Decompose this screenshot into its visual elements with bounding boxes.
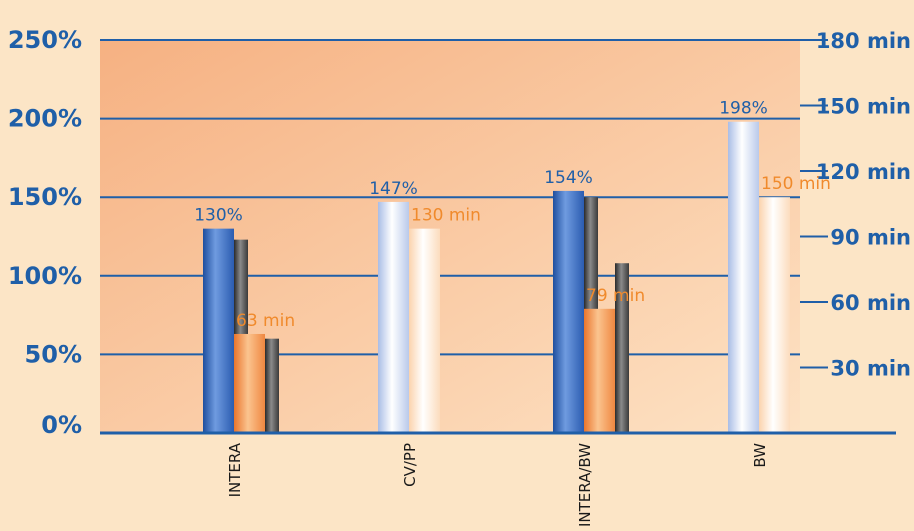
y-tick-label-right: 60 min — [830, 291, 911, 315]
y-tick-label-right: 180 min — [816, 29, 911, 53]
y-tick-label-right: 120 min — [816, 160, 911, 184]
x-tick-label: INTERA — [226, 442, 244, 497]
data-label-percent: 198% — [719, 99, 768, 119]
y-tick-label-left: 150% — [8, 183, 82, 211]
bar-intera-bw-s0 — [553, 190, 584, 433]
bar-intera-bw-s3 — [615, 263, 629, 433]
bar-cv-pp-s0 — [378, 201, 409, 433]
data-label-percent: 130% — [194, 206, 243, 226]
y-tick-label-left: 200% — [8, 105, 82, 133]
bar-intera-s3 — [265, 338, 279, 433]
bar-cv-pp-s2 — [409, 228, 440, 433]
y-tick-label-right: 30 min — [830, 357, 911, 381]
y-tick-label-left: 50% — [25, 340, 82, 368]
bar-intera-s0 — [203, 228, 234, 433]
data-label-minutes: 150 min — [761, 174, 831, 194]
x-tick-label: CV/PP — [401, 443, 419, 487]
x-tick-label: BW — [751, 443, 769, 468]
data-label-minutes: 130 min — [411, 206, 481, 226]
data-label-minutes: 79 min — [586, 286, 645, 306]
y-tick-label-right: 90 min — [830, 226, 911, 250]
y-tick-label-right: 150 min — [816, 95, 911, 119]
x-tick-label: INTERA/BW — [576, 443, 594, 527]
bar-intera-bw-s2 — [584, 308, 615, 433]
data-label-percent: 154% — [544, 168, 593, 188]
bar-bw-s2 — [759, 197, 790, 433]
y-tick-label-left: 0% — [41, 411, 82, 439]
data-label-percent: 147% — [369, 179, 418, 199]
bar-intera-s2 — [234, 333, 265, 433]
data-label-minutes: 63 min — [236, 311, 295, 331]
bar-bw-s0 — [728, 121, 759, 433]
y-tick-label-left: 250% — [8, 26, 82, 54]
y-tick-label-left: 100% — [8, 262, 82, 290]
